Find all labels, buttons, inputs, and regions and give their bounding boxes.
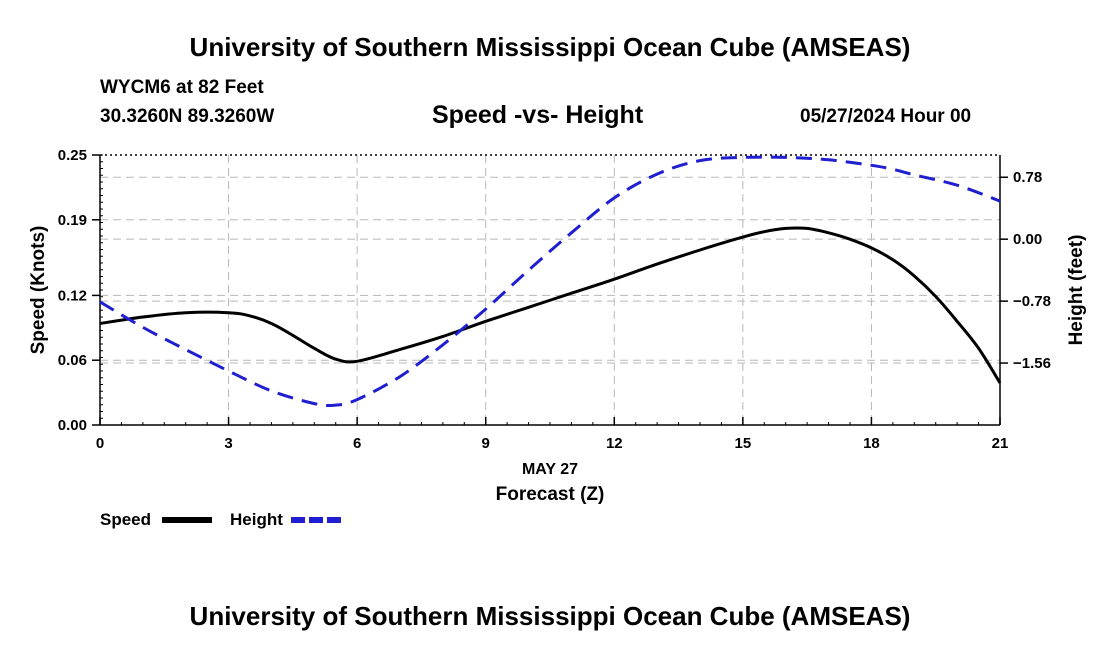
- x-tick-label: 18: [863, 435, 880, 452]
- y-tick-label: 0.12: [58, 287, 87, 304]
- legend-label-height: Height: [230, 510, 283, 529]
- x-tick-label: 3: [224, 435, 232, 452]
- chart-subtitle: Speed -vs- Height: [432, 101, 644, 129]
- x-tick-label: 15: [735, 435, 752, 452]
- x-tick-label: 9: [482, 435, 490, 452]
- y-tick-label: 0.00: [58, 417, 87, 434]
- x-tick-label: 12: [606, 435, 623, 452]
- chart-title: University of Southern Mississippi Ocean…: [189, 32, 911, 62]
- y-tick-label: 0.19: [58, 212, 87, 229]
- footer-title: University of Southern Mississippi Ocean…: [189, 601, 911, 631]
- y2-tick-label: 0.00: [1013, 231, 1042, 248]
- y-tick-label: 0.06: [58, 352, 87, 369]
- legend-label-speed: Speed: [100, 510, 152, 529]
- x-tick-label: 0: [96, 435, 104, 452]
- station-label: WYCM6 at 82 Feet: [100, 77, 264, 98]
- forecast-datetime: 05/27/2024 Hour 00: [800, 106, 972, 127]
- coordinates-label: 30.3260N 89.3260W: [100, 106, 275, 127]
- series-line-height: [99, 155, 1001, 408]
- x-tick-label: 6: [353, 435, 361, 452]
- y2-tick-label: 0.78: [1013, 169, 1042, 186]
- x-date-label: MAY 27: [522, 461, 578, 478]
- series-line-speed: [99, 226, 1002, 384]
- x-axis-label: Forecast (Z): [496, 484, 605, 505]
- y2-tick-label: −1.56: [1013, 355, 1051, 372]
- x-tick-label: 21: [992, 435, 1009, 452]
- y2-axis-label: Height (feet): [1066, 235, 1087, 346]
- y-tick-label: 0.25: [58, 147, 87, 164]
- y2-tick-label: −0.78: [1013, 293, 1051, 310]
- y-axis-label: Speed (Knots): [28, 226, 49, 355]
